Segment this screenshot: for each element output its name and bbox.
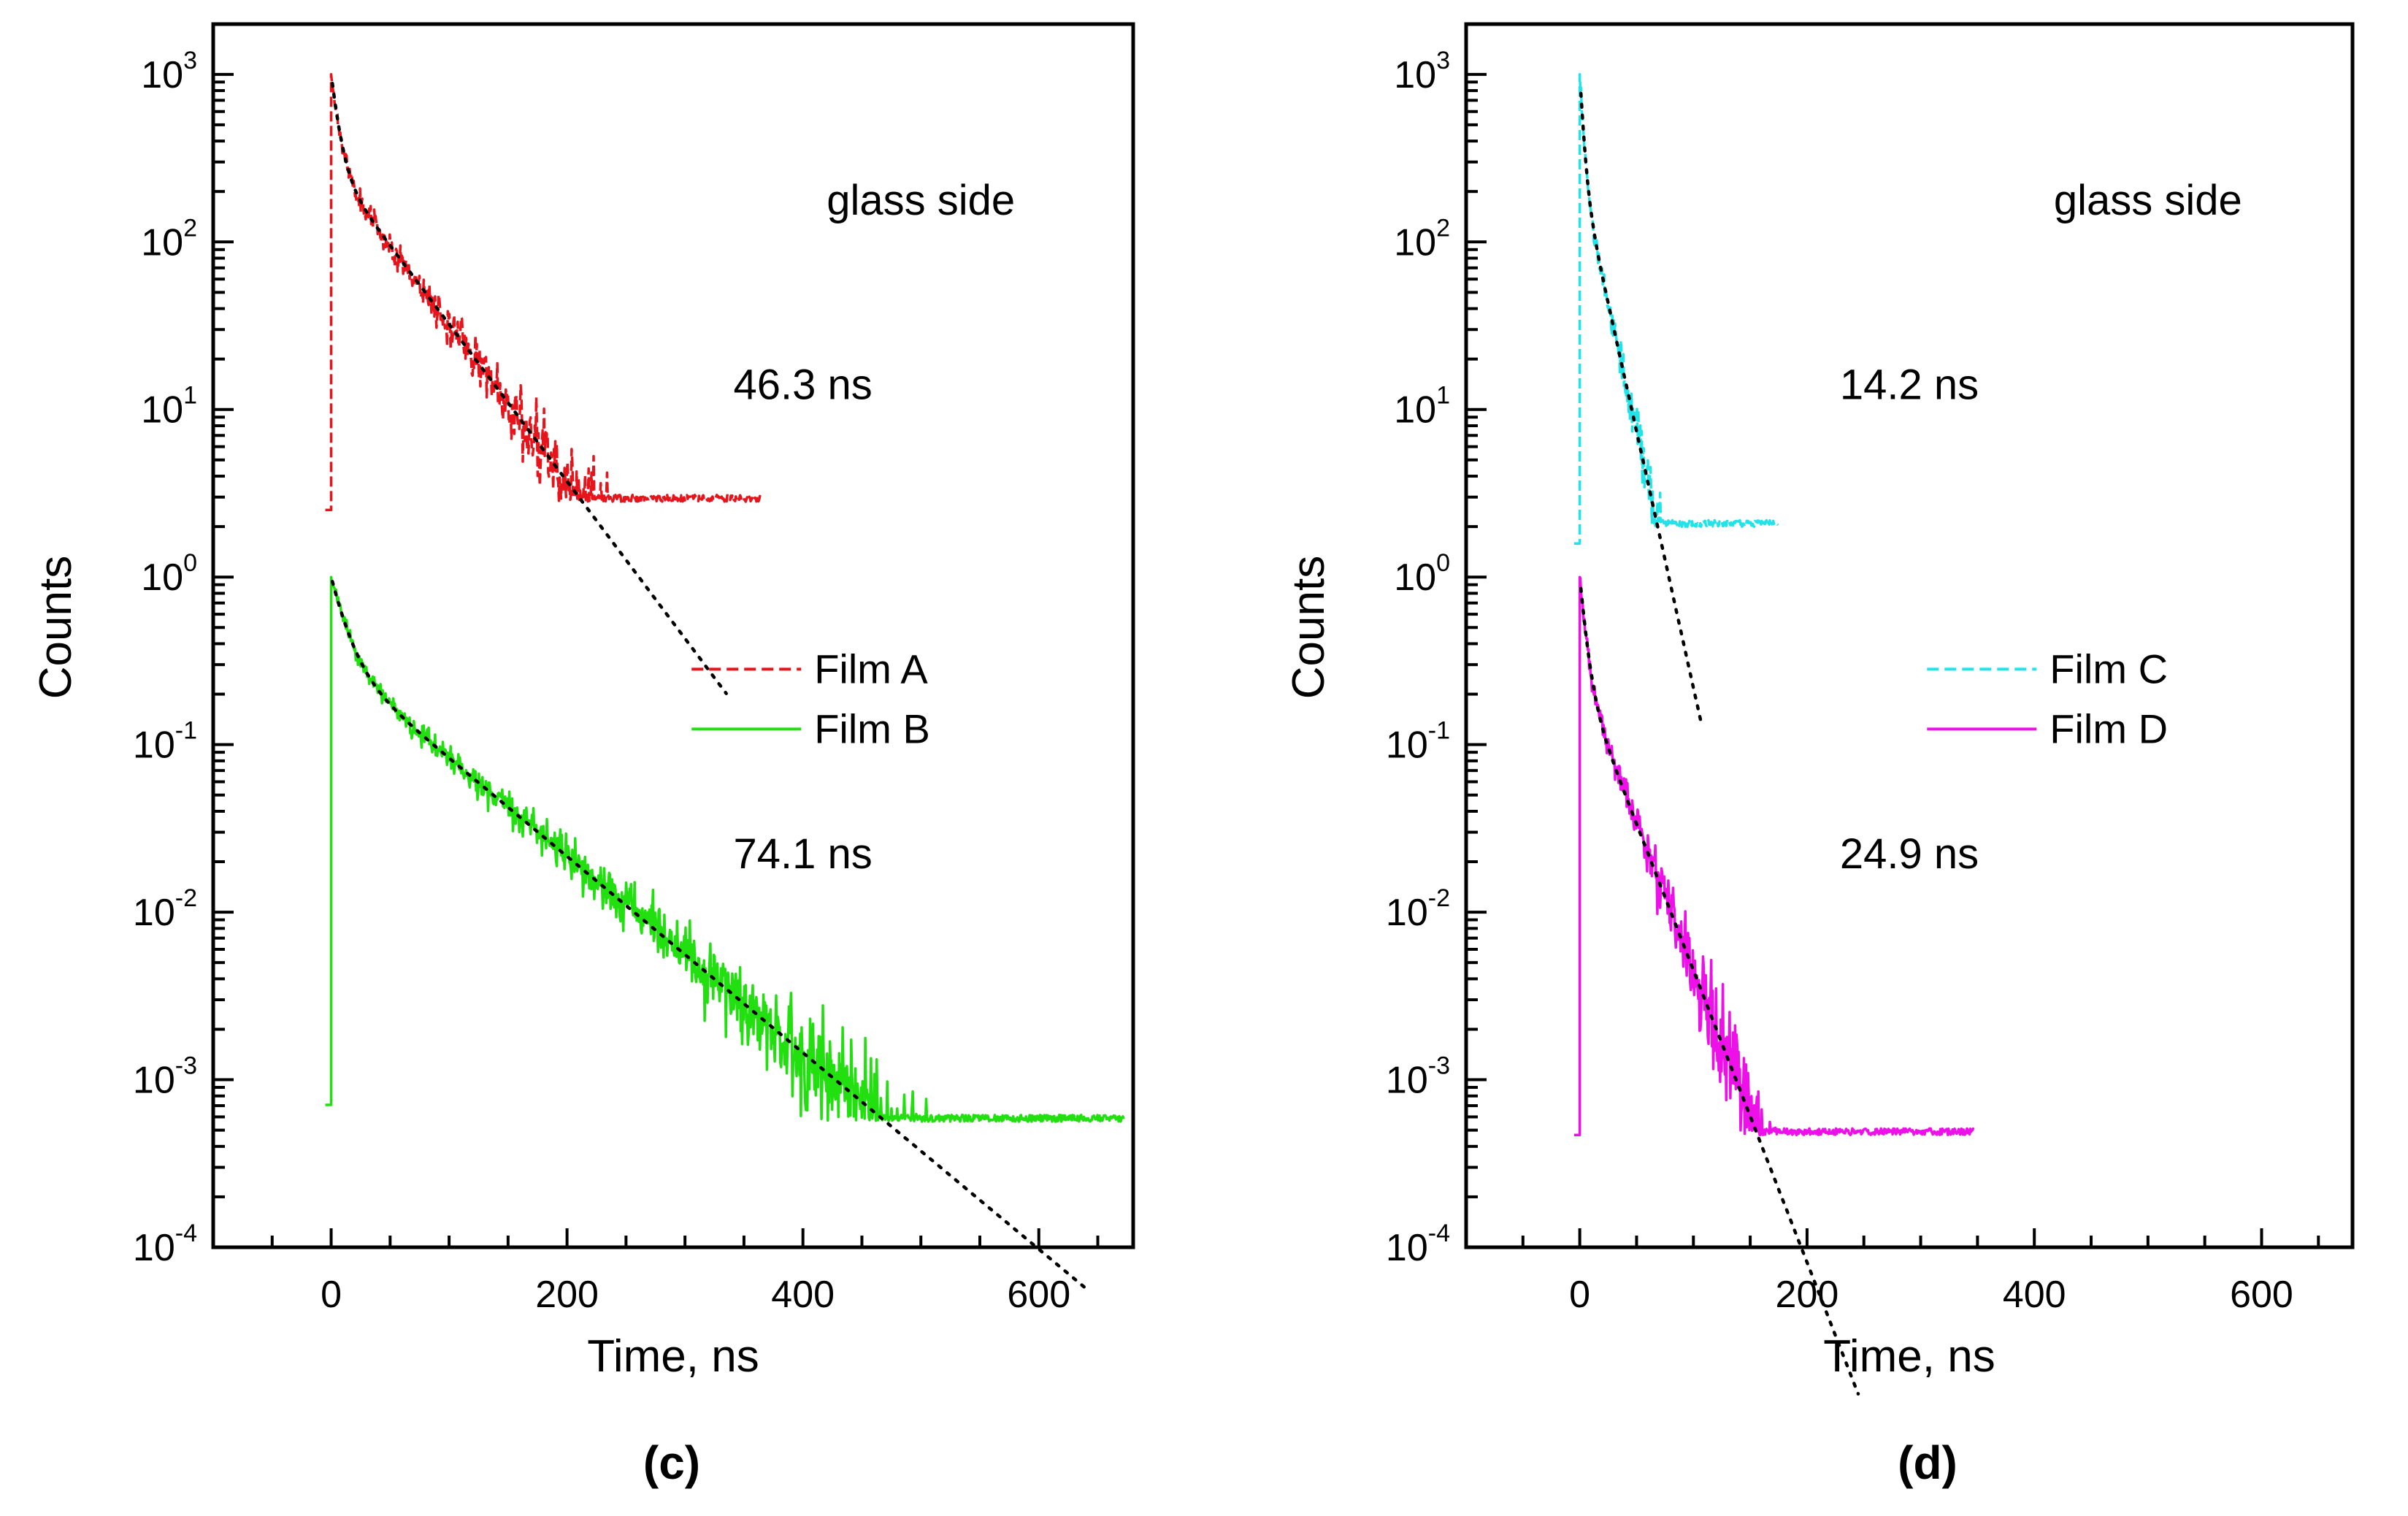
y-tick-label: 10-3 (1386, 1052, 1450, 1102)
plot-frame (1464, 22, 2355, 1249)
legend-label: Film D (2050, 705, 2168, 751)
annotation-lifetime-top: 14.2 ns (1840, 361, 1979, 408)
y-tick-label: 10-3 (133, 1052, 197, 1102)
legend-label: Film B (814, 705, 930, 751)
y-tick-exponent: -3 (175, 1052, 197, 1080)
y-tick-label: 103 (141, 47, 197, 96)
fit-film-a-line (330, 81, 728, 695)
y-tick-exponent: -1 (1428, 717, 1450, 745)
y-tick-exponent: 2 (183, 214, 197, 242)
y-tick-base: 10 (133, 892, 175, 934)
x-tick-label: 400 (2003, 1274, 2066, 1316)
y-tick-exponent: 1 (1436, 382, 1450, 410)
y-tick-exponent: -1 (175, 717, 197, 745)
panel-label: (c) (643, 1436, 700, 1489)
y-tick-label: 101 (1394, 382, 1450, 432)
y-tick-exponent: -4 (175, 1220, 197, 1247)
x-tick-label: 200 (535, 1274, 599, 1316)
plot-frame (211, 22, 1135, 1249)
axes (213, 72, 1100, 1249)
x-tick-label: 600 (1007, 1274, 1070, 1316)
y-tick-label: 10-2 (1386, 884, 1450, 934)
y-tick-base: 10 (133, 724, 175, 767)
x-tick-label: 200 (1776, 1274, 1839, 1316)
series-line-film-d (1573, 575, 1975, 1137)
y-tick-label: 101 (141, 382, 197, 432)
y-tick-exponent: -3 (1428, 1052, 1450, 1080)
x-tick-label: 600 (2230, 1274, 2293, 1316)
annotation-side-label: glass side (827, 177, 1015, 224)
y-axis-title: Counts (1284, 556, 1334, 699)
y-tick-base: 10 (141, 556, 183, 599)
y-tick-label: 103 (1394, 47, 1450, 96)
y-tick-base: 10 (1386, 892, 1428, 934)
y-tick-base: 10 (141, 54, 183, 96)
series-line-film-a (325, 73, 762, 512)
panel-c: 0 200 400 60010310210110010-110-210-310-4gl… (31, 22, 1135, 1489)
y-tick-base: 10 (1394, 221, 1436, 264)
y-tick-base: 10 (133, 1060, 175, 1102)
annotation-side-label: glass side (2054, 177, 2242, 224)
y-tick-base: 10 (141, 221, 183, 264)
y-tick-base: 10 (1394, 389, 1436, 432)
x-axis-title: Time, ns (1823, 1331, 1995, 1382)
legend-label: Film A (814, 646, 928, 692)
y-tick-label: 100 (1394, 549, 1450, 599)
x-tick-label: 0 (321, 1274, 342, 1316)
series-line-film-c (1573, 73, 1779, 545)
legend-label: Film C (2050, 646, 2168, 692)
plot-area (325, 73, 1125, 1123)
y-tick-exponent: 3 (1436, 47, 1450, 74)
series-line-film-b (325, 575, 1125, 1123)
y-tick-label: 10-2 (133, 884, 197, 934)
y-tick-base: 10 (133, 1227, 175, 1269)
y-axis-title: Counts (31, 556, 81, 699)
y-tick-label: 10-1 (133, 717, 197, 767)
y-tick-label: 10-4 (133, 1220, 197, 1269)
fit-film-c-line (1579, 91, 1703, 726)
y-tick-base: 10 (1386, 1227, 1428, 1269)
x-tick-label: 400 (771, 1274, 835, 1316)
axes (1466, 72, 2320, 1249)
y-tick-base: 10 (1386, 724, 1428, 767)
y-tick-exponent: 0 (1436, 549, 1450, 577)
y-tick-exponent: 0 (183, 549, 197, 577)
plot-area (1573, 73, 1975, 1137)
y-tick-base: 10 (1394, 54, 1436, 96)
x-tick-label: 0 (1569, 1274, 1590, 1316)
y-tick-label: 10-1 (1386, 717, 1450, 767)
annotation-lifetime-bottom: 24.9 ns (1840, 830, 1979, 878)
panel-label: (d) (1898, 1436, 1958, 1489)
y-tick-label: 10-4 (1386, 1220, 1450, 1269)
y-tick-base: 10 (1394, 556, 1436, 599)
y-tick-exponent: -2 (1428, 884, 1450, 912)
x-axis-title: Time, ns (587, 1331, 759, 1382)
panel-d: 0 200 400 60010310210110010-110-210-310-4gl… (1284, 22, 2355, 1489)
y-tick-exponent: 3 (183, 47, 197, 74)
annotation-lifetime-top: 46.3 ns (734, 361, 873, 408)
y-tick-label: 100 (141, 549, 197, 599)
y-tick-exponent: 1 (183, 382, 197, 410)
y-tick-exponent: 2 (1436, 214, 1450, 242)
y-tick-base: 10 (1386, 1060, 1428, 1102)
annotation-lifetime-bottom: 74.1 ns (734, 830, 873, 878)
y-tick-label: 102 (1394, 214, 1450, 264)
fit-film-d-line (1579, 586, 1860, 1396)
y-tick-exponent: -4 (1428, 1220, 1450, 1247)
y-tick-label: 102 (141, 214, 197, 264)
y-tick-exponent: -2 (175, 884, 197, 912)
y-tick-base: 10 (141, 389, 183, 432)
